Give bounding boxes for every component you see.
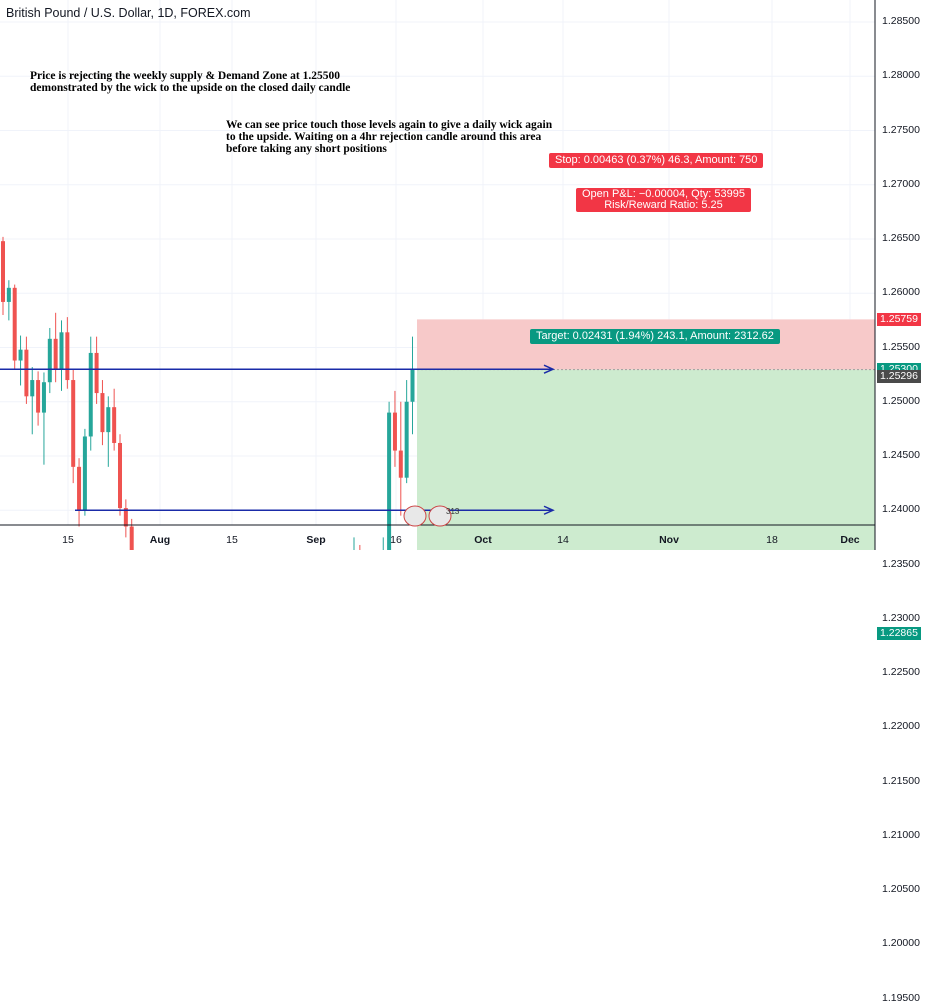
level-arrow <box>543 364 555 374</box>
x-tick-label: 15 <box>226 534 238 546</box>
candle-body <box>106 407 111 433</box>
price-tag: 1.25296 <box>877 370 921 384</box>
candle-body <box>123 508 128 527</box>
x-tick-label: 14 <box>557 534 569 546</box>
x-tick-label: 15 <box>62 534 74 546</box>
target-label: Target: 0.02431 (1.94%) 243.1, Amount: 2… <box>530 329 780 344</box>
y-tick-label: 1.22000 <box>882 720 920 733</box>
candle-body <box>24 349 29 397</box>
candle-body <box>129 526 134 550</box>
candle-body <box>118 442 122 509</box>
y-tick-label: 1.24000 <box>882 503 920 516</box>
y-tick-label: 1.21000 <box>882 828 920 841</box>
y-tick-label: 1.25500 <box>882 340 920 353</box>
candle-body <box>82 436 87 511</box>
y-tick-label: 1.26500 <box>882 232 920 244</box>
x-tick-label: Nov <box>659 534 679 546</box>
y-tick-label: 1.21500 <box>882 774 920 787</box>
y-tick-label: 1.23500 <box>882 557 920 570</box>
candle-body <box>30 380 35 397</box>
x-tick-label: Sep <box>306 534 326 546</box>
target-zone <box>417 369 875 550</box>
chart-title: British Pound / U.S. Dollar, 1D, FOREX.c… <box>6 6 251 20</box>
candle-body <box>47 338 52 383</box>
watermark-logo: 313 <box>403 505 460 527</box>
candle-body <box>404 401 409 478</box>
price-tag: 1.22865 <box>877 627 921 641</box>
candle-body <box>53 338 58 370</box>
stop-label: Stop: 0.00463 (0.37%) 46.3, Amount: 750 <box>549 153 764 168</box>
candle-body <box>392 412 397 451</box>
annotation-line: We can see price touch those levels agai… <box>226 119 553 131</box>
pnl-text: Open P&L: −0.00004, Qty: 53995 <box>582 188 745 200</box>
stop-zone <box>417 319 875 370</box>
position-zones <box>417 319 875 550</box>
y-tick-label: 1.22500 <box>882 666 920 678</box>
pnl-label: Open P&L: −0.00004, Qty: 53995 Risk/Rewa… <box>576 188 751 212</box>
y-tick-label: 1.26000 <box>882 286 920 299</box>
y-tick-label: 1.23000 <box>882 611 920 624</box>
candle-body <box>387 412 392 550</box>
annotation-line: Price is rejecting the weekly supply & D… <box>30 70 340 82</box>
candle-body <box>12 287 17 361</box>
drawn-levels <box>0 364 555 515</box>
y-tick-label: 1.27500 <box>882 123 920 136</box>
y-tick-label: 1.24500 <box>882 449 920 461</box>
annotation-line: before taking any short positions <box>226 143 387 155</box>
y-tick-label: 1.20000 <box>882 937 920 950</box>
candle-body <box>410 369 415 402</box>
candle-body <box>398 450 403 478</box>
watermark-text: 313 <box>446 507 460 516</box>
candle-body <box>41 382 46 413</box>
price-tag: 1.25759 <box>877 313 921 327</box>
candle-body <box>6 287 11 302</box>
x-tick-label: 16 <box>390 534 402 546</box>
chart-area[interactable]: 313 <box>0 0 932 550</box>
candle-body <box>18 349 23 361</box>
x-tick-label: Dec <box>840 534 860 546</box>
candle-body <box>71 380 76 467</box>
y-tick-label: 1.25000 <box>882 394 920 407</box>
chart-grid <box>0 0 875 525</box>
candles <box>1 236 415 550</box>
y-tick-label: 1.28500 <box>882 15 920 27</box>
candle-body <box>77 466 82 511</box>
x-tick-label: 18 <box>766 534 778 546</box>
candle-body <box>59 332 64 370</box>
level-arrow <box>543 505 555 515</box>
candle-body <box>112 407 117 443</box>
candle-body <box>88 352 93 437</box>
candle-body <box>100 393 105 433</box>
candle-body <box>1 241 5 302</box>
rr-text: Risk/Reward Ratio: 5.25 <box>604 199 723 211</box>
y-tick-label: 1.28000 <box>882 69 920 82</box>
y-tick-label: 1.27000 <box>882 177 920 190</box>
candle-body <box>36 380 41 413</box>
x-tick-label: Aug <box>149 534 171 546</box>
y-tick-label: 1.20500 <box>882 883 920 895</box>
y-tick-label: 1.19500 <box>882 991 920 1004</box>
annotation-line: demonstrated by the wick to the upside o… <box>30 82 351 94</box>
candle-body <box>94 352 99 394</box>
annotation-line: to the upside. Waiting on a 4hr rejectio… <box>226 131 542 143</box>
candle-body <box>65 332 70 381</box>
x-tick-label: Oct <box>474 534 492 546</box>
